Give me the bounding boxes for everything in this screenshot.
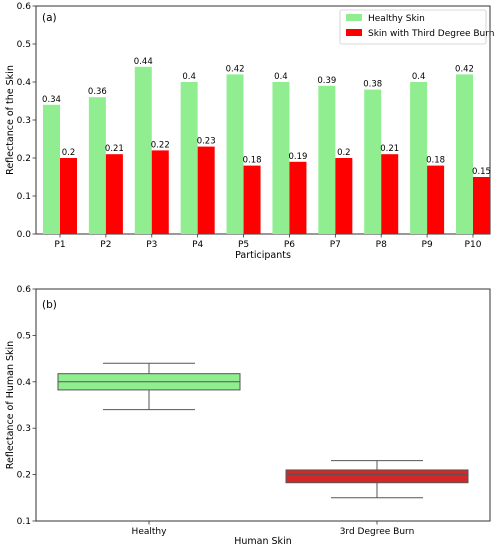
bar-chart-x-axis-title: Participants <box>235 250 291 261</box>
bar-healthy-p8 <box>364 89 382 234</box>
bar-burn-p4 <box>197 146 215 234</box>
data-label-healthy-p7: 0.39 <box>317 76 336 86</box>
y-tick-label: 0.3 <box>17 424 31 434</box>
data-label-healthy-p10: 0.42 <box>455 64 474 74</box>
data-label-burn-p1: 0.2 <box>62 148 76 158</box>
x-tick-label-p7: P7 <box>330 240 341 250</box>
bar-chart-bars <box>43 66 490 235</box>
x-tick-label-p5: P5 <box>238 240 249 250</box>
x-tick-label-p6: P6 <box>284 240 295 250</box>
bar-healthy-p1 <box>43 104 60 234</box>
data-label-burn-p4: 0.23 <box>197 137 216 147</box>
y-tick-label: 0.1 <box>17 517 31 527</box>
legend-swatch-burn <box>346 29 362 36</box>
data-label-burn-p10: 0.15 <box>472 167 491 177</box>
bar-burn-p9 <box>427 165 445 234</box>
data-label-burn-p2: 0.21 <box>105 144 124 154</box>
bar-chart-legend: Healthy Skin Skin with Third Degree Burn <box>339 9 495 45</box>
box-plot-y-ticks: 0.1 0.2 0.3 0.4 0.5 0.6 <box>17 285 36 527</box>
bar-healthy-p4 <box>180 82 198 234</box>
legend-frame <box>339 9 487 45</box>
bar-chart-data-labels: 0.34 0.2 0.36 0.21 0.44 0.22 0.4 0.23 0.42 0.18 0.… <box>42 57 491 177</box>
bar-burn-p1 <box>60 158 77 234</box>
y-tick-label: 0.6 <box>17 2 32 12</box>
box-plot-boxes <box>57 362 469 499</box>
bar-chart-panel-label: (a) <box>42 12 57 24</box>
y-tick-label: 0.1 <box>17 192 31 202</box>
data-label-healthy-p6: 0.4 <box>274 72 288 82</box>
data-label-healthy-p9: 0.4 <box>412 72 426 82</box>
box-plot-x-ticks: Healthy 3rd Degree Burn <box>132 521 415 537</box>
data-label-healthy-p1: 0.34 <box>42 95 61 105</box>
bar-chart-y-ticks: 0.0 0.1 0.2 0.3 0.4 0.5 0.6 <box>17 2 36 240</box>
bar-burn-p7 <box>335 158 353 234</box>
bar-burn-p3 <box>151 150 169 234</box>
bar-burn-p10 <box>473 177 490 234</box>
data-label-burn-p5: 0.18 <box>243 156 262 166</box>
x-tick-label-burn: 3rd Degree Burn <box>340 527 415 537</box>
x-tick-label-p1: P1 <box>54 240 65 250</box>
data-label-burn-p8: 0.21 <box>380 144 399 154</box>
y-tick-label: 0.2 <box>17 471 31 481</box>
bar-healthy-p9 <box>410 82 428 234</box>
x-tick-label-p10: P10 <box>465 240 482 250</box>
bar-healthy-p10 <box>456 74 473 235</box>
bar-burn-p8 <box>381 154 399 234</box>
data-label-burn-p3: 0.22 <box>151 140 170 150</box>
x-tick-label-p3: P3 <box>146 240 157 250</box>
x-tick-label-p2: P2 <box>100 240 111 250</box>
y-tick-label: 0.5 <box>17 331 31 341</box>
bar-healthy-p2 <box>88 97 106 234</box>
bar-burn-p5 <box>243 165 261 234</box>
box-plot-plot-area <box>35 288 491 522</box>
x-tick-label-p8: P8 <box>376 240 387 250</box>
legend-label-healthy: Healthy Skin <box>368 14 425 24</box>
y-tick-label: 0.2 <box>17 154 31 164</box>
box-plot-panel-label: (b) <box>42 299 57 311</box>
box-burn <box>285 469 469 484</box>
bar-healthy-p6 <box>272 82 290 234</box>
legend-label-burn: Skin with Third Degree Burn <box>368 29 495 39</box>
data-label-healthy-p8: 0.38 <box>363 80 382 90</box>
x-tick-label-healthy: Healthy <box>132 527 168 537</box>
y-tick-label: 0.4 <box>17 78 32 88</box>
data-label-burn-p6: 0.19 <box>288 152 307 162</box>
bar-chart-y-axis-title: Reflectance of the Skin <box>5 65 16 175</box>
y-tick-label: 0.3 <box>17 116 31 126</box>
data-label-healthy-p2: 0.36 <box>88 87 107 97</box>
box-plot-panel: 0.1 0.2 0.3 0.4 0.5 0.6 Healthy 3rd Degree Bur… <box>5 285 491 547</box>
y-tick-label: 0.0 <box>17 230 32 240</box>
box-plot-y-axis-title: Reflectance of Human Skin <box>5 341 16 469</box>
bar-chart-panel: 0.34 0.2 0.36 0.21 0.44 0.22 0.4 0.23 0.42 0.18 0.… <box>5 2 495 261</box>
bar-healthy-p7 <box>318 85 336 234</box>
bar-healthy-p5 <box>226 74 244 235</box>
data-label-healthy-p5: 0.42 <box>226 64 245 74</box>
legend-swatch-healthy <box>346 14 362 21</box>
data-label-burn-p7: 0.2 <box>337 148 351 158</box>
data-label-healthy-p3: 0.44 <box>134 57 153 67</box>
y-tick-label: 0.4 <box>17 378 32 388</box>
bar-chart-x-ticks: P1 P2 P3 P4 P5 P6 P7 P8 P9 P10 <box>54 234 482 250</box>
box-plot-x-axis-title: Human Skin <box>234 536 291 547</box>
data-label-healthy-p4: 0.4 <box>182 72 196 82</box>
data-label-burn-p9: 0.18 <box>426 156 445 166</box>
x-tick-label-p9: P9 <box>422 240 433 250</box>
bar-burn-p2 <box>105 154 123 234</box>
y-tick-label: 0.6 <box>17 285 32 295</box>
x-tick-label-p4: P4 <box>192 240 203 250</box>
bar-healthy-p3 <box>134 66 152 234</box>
bar-burn-p6 <box>289 161 307 234</box>
y-tick-label: 0.5 <box>17 40 31 50</box>
